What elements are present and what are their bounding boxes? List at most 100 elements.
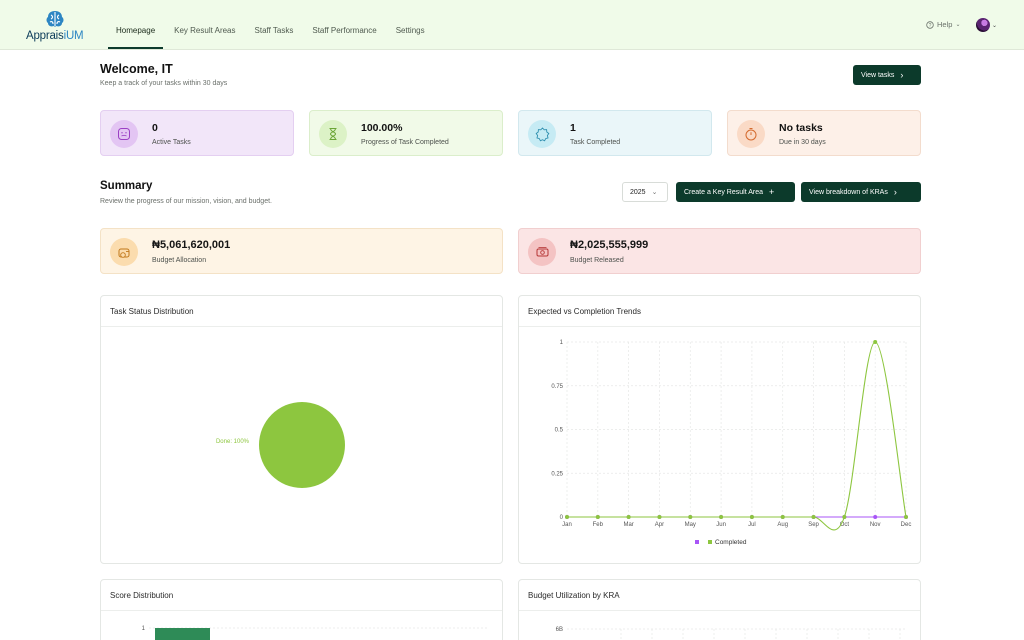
nav-homepage[interactable]: Homepage [108, 0, 164, 50]
avatar [976, 18, 990, 32]
stat-value: 100.00% [361, 122, 403, 134]
x-tick-label: Sep [808, 522, 819, 528]
series-line [566, 341, 907, 531]
nav-staff-tasks[interactable]: Staff Tasks [254, 26, 294, 35]
stat-value: 0 [152, 122, 158, 134]
budget-label: Budget Allocation [152, 257, 207, 264]
bar [155, 628, 210, 640]
create-kra-label: Create a Key Result Area [684, 188, 763, 196]
stat-icon-circle [737, 120, 765, 148]
stat-value: No tasks [779, 122, 823, 134]
legend-marker [695, 540, 699, 544]
budget-utilization-panel: Budget Utilization by KRA 6B [518, 579, 921, 640]
budget-utilization-chart: 6B [556, 627, 906, 640]
panel-title: Score Distribution [101, 580, 502, 611]
chevron-down-icon: ⌄ [992, 22, 998, 29]
chevron-right-icon: › [893, 187, 897, 197]
x-tick-label: Aug [777, 522, 788, 528]
data-point [873, 340, 878, 344]
data-point [749, 515, 754, 519]
svg-text:?: ? [929, 22, 932, 28]
x-tick-label: Apr [655, 522, 664, 528]
chevron-down-icon: ⌄ [955, 22, 961, 28]
stat-label: Active Tasks [152, 139, 191, 146]
x-tick-label: Dec [901, 522, 912, 528]
user-menu[interactable]: ⌄ [976, 18, 997, 32]
x-tick-label: Oct [840, 522, 850, 528]
view-tasks-button[interactable]: View tasks › [853, 65, 921, 85]
legend-marker [708, 540, 712, 544]
page-title: Welcome, IT [100, 62, 173, 76]
chevron-right-icon: › [900, 70, 904, 80]
stat-label: Task Completed [570, 139, 621, 146]
app-logo[interactable]: AppraisiUM [24, 10, 88, 44]
trends-panel: Expected vs Completion Trends 1 0.75 0.5 0.… [518, 295, 921, 564]
data-point [719, 515, 724, 519]
pie-slice-label: Done: 100% [216, 439, 250, 445]
stat-label: Progress of Task Completed [361, 139, 449, 146]
nav-key-result-areas[interactable]: Key Result Areas [174, 26, 236, 35]
nav-settings[interactable]: Settings [395, 26, 425, 35]
panel-title: Expected vs Completion Trends [519, 296, 920, 327]
budget-allocation-card: ₦5,061,620,001 Budget Allocation [100, 228, 503, 274]
y-tick-label: 0.25 [551, 471, 563, 477]
panel-title: Budget Utilization by KRA [519, 580, 920, 611]
data-point [780, 515, 785, 519]
data-point [811, 515, 816, 519]
coins-icon [118, 248, 129, 258]
data-point [904, 515, 908, 519]
y-tick-label: 1 [142, 626, 146, 632]
legend-label: Completed [715, 539, 747, 546]
score-bar-chart: 1 [142, 626, 488, 640]
x-tick-label: May [685, 522, 696, 528]
x-tick-label: Jan [562, 522, 572, 528]
help-label: Help [937, 20, 953, 29]
view-kra-breakdown-label: View breakdown of KRAs [809, 188, 888, 196]
task-status-pie-chart: Done: 100% [216, 402, 345, 488]
budget-icon-circle [110, 238, 138, 266]
y-tick-label: 6B [556, 627, 563, 633]
x-tick-label: Feb [593, 522, 604, 528]
top-navbar: AppraisiUM Homepage Key Result Areas Sta… [0, 0, 1024, 50]
nav-staff-performance[interactable]: Staff Performance [312, 26, 377, 35]
budget-icon-circle [528, 238, 556, 266]
x-tick-label: Jul [748, 522, 756, 528]
create-kra-button[interactable]: Create a Key Result Area + [676, 182, 795, 202]
budget-value: ₦2,025,555,999 [570, 239, 649, 251]
data-point [842, 515, 847, 519]
hourglass-icon [329, 128, 337, 140]
timer-icon [745, 128, 757, 141]
score-distribution-panel: Score Distribution 1 [100, 579, 503, 640]
x-tick-label: Jun [716, 522, 726, 528]
summary-title: Summary [100, 180, 153, 192]
view-tasks-label: View tasks [861, 71, 895, 79]
stat-card-progress: 100.00% Progress of Task Completed [309, 110, 503, 156]
stat-icon-circle [110, 120, 138, 148]
data-point [873, 515, 878, 519]
badge-check-icon [535, 126, 549, 141]
y-tick-label: 0.5 [555, 428, 564, 434]
main-nav: Homepage Key Result Areas Staff Tasks St… [108, 0, 436, 50]
help-circle-icon: ? [926, 20, 934, 28]
chevron-down-icon: ⌄ [651, 189, 658, 196]
stat-icon-circle [319, 120, 347, 148]
summary-subtitle: Review the progress of our mission, visi… [100, 198, 272, 205]
data-point [595, 515, 600, 519]
panel-title: Task Status Distribution [101, 296, 502, 327]
help-menu[interactable]: ? Help ⌄ [926, 20, 960, 29]
page-subtitle: Keep a track of your tasks within 30 day… [100, 80, 228, 87]
y-tick-label: 0.75 [551, 384, 563, 390]
view-kra-breakdown-button[interactable]: View breakdown of KRAs › [801, 182, 921, 202]
x-tick-label: Nov [870, 522, 881, 528]
budget-value: ₦5,061,620,001 [152, 239, 231, 251]
brand-name: AppraisiUM [26, 30, 84, 42]
y-tick-label: 1 [560, 340, 564, 346]
banknote-icon [536, 246, 548, 256]
year-select[interactable]: 2025 ⌄ [622, 182, 668, 202]
stat-card-active-tasks: 0 Active Tasks [100, 110, 294, 156]
data-point [626, 515, 631, 519]
plus-icon: + [769, 187, 775, 197]
stat-label: Due in 30 days [779, 139, 826, 146]
smile-face-icon [118, 128, 130, 140]
